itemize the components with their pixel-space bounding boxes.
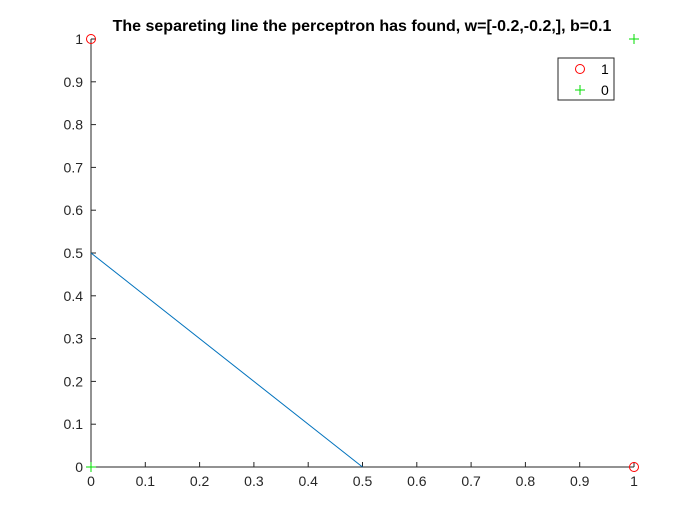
y-tick-label: 0.1 bbox=[64, 416, 84, 432]
x-tick-label: 0.7 bbox=[461, 473, 481, 489]
axes: 0 0.1 0.2 0.3 0.4 0.5 0.6 0.7 0.8 0.9 100.10.20.30… bbox=[64, 31, 639, 489]
data-point-class-1 bbox=[86, 34, 96, 44]
data-point-class-1 bbox=[629, 462, 639, 472]
plot-area bbox=[91, 39, 634, 467]
y-tick-label: 0.6 bbox=[64, 202, 84, 218]
legend-marker-1 bbox=[575, 64, 585, 74]
y-tick-label: 0 bbox=[75, 459, 83, 475]
legend: 10 bbox=[557, 57, 615, 101]
y-tick-label: 0.9 bbox=[64, 74, 84, 90]
legend-label: 0 bbox=[601, 82, 609, 98]
x-tick-label: 0.3 bbox=[244, 473, 264, 489]
x-tick-label: 0.6 bbox=[407, 473, 427, 489]
legend-marker-0 bbox=[575, 85, 585, 95]
legend-box bbox=[557, 57, 615, 101]
x-tick-label: 0.9 bbox=[570, 473, 590, 489]
y-tick-label: 0.8 bbox=[64, 117, 84, 133]
y-tick-label: 0.5 bbox=[64, 245, 84, 261]
y-tick-label: 0.3 bbox=[64, 331, 84, 347]
x-tick-label: 0 bbox=[87, 473, 95, 489]
separating-line bbox=[90, 252, 363, 468]
data-point-class-0 bbox=[86, 462, 96, 472]
plot-data bbox=[86, 34, 639, 472]
y-tick-label: 1 bbox=[75, 31, 83, 47]
x-tick-label: 1 bbox=[630, 473, 638, 489]
chart-title: The separeting line the perceptron has f… bbox=[113, 18, 612, 35]
y-tick-label: 0.2 bbox=[64, 373, 84, 389]
x-tick-label: 0.5 bbox=[353, 473, 373, 489]
y-tick-label: 0.4 bbox=[64, 288, 84, 304]
legend-label: 1 bbox=[601, 61, 609, 77]
x-tick-label: 0.2 bbox=[190, 473, 210, 489]
y-tick-label: 0.7 bbox=[64, 159, 84, 175]
data-point-class-0 bbox=[629, 34, 639, 44]
x-tick-label: 0.4 bbox=[298, 473, 318, 489]
x-tick-label: 0.8 bbox=[516, 473, 536, 489]
x-tick-label: 0.1 bbox=[136, 473, 156, 489]
